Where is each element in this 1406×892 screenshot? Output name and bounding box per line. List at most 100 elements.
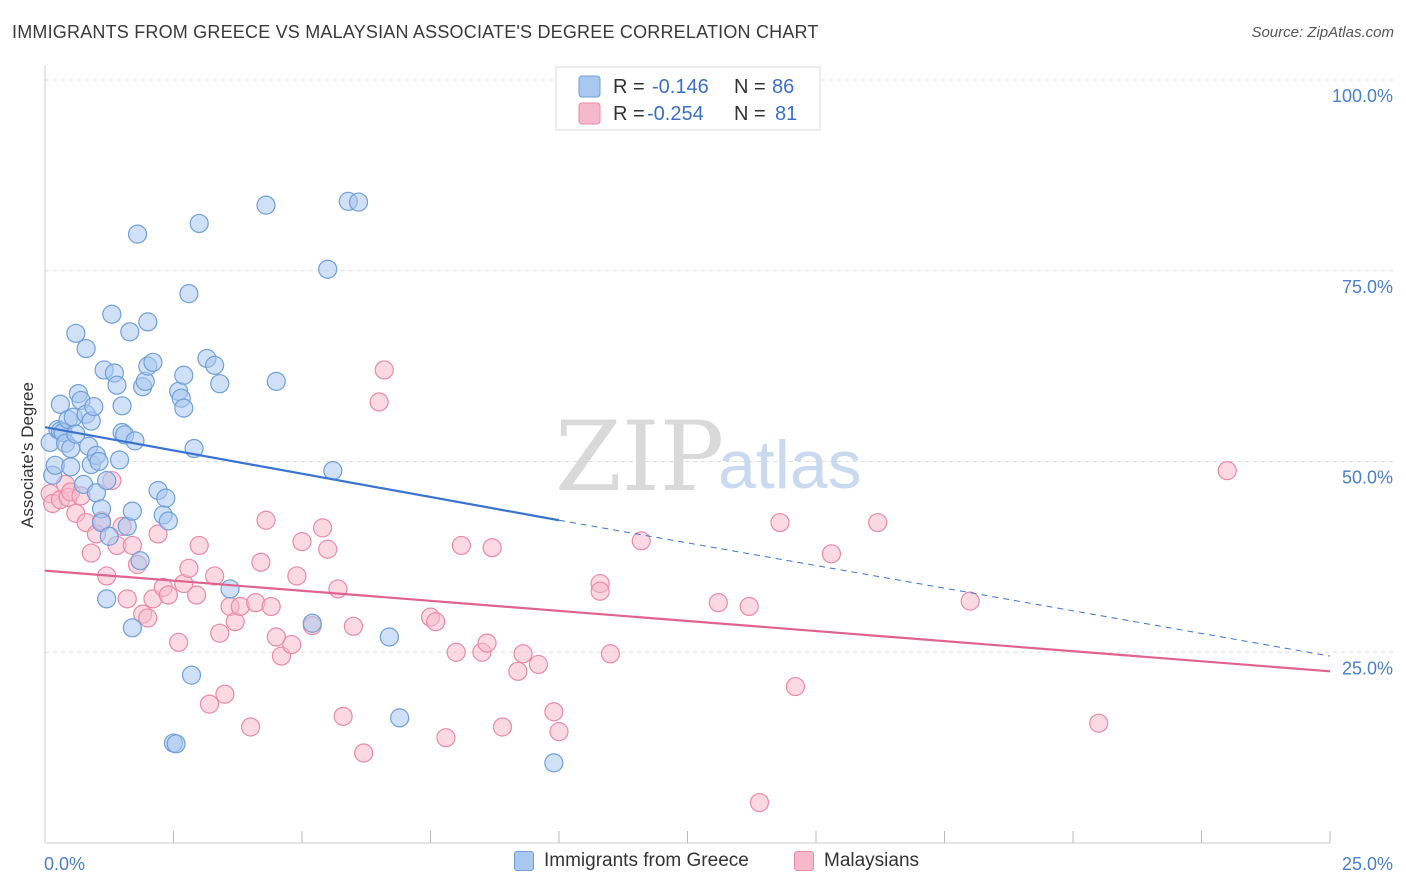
greece-point-32 — [102, 304, 122, 324]
x-tick-labels: 0.0% 25.0% — [44, 854, 1393, 874]
legend-r-value-greece: -0.146 — [652, 76, 709, 98]
malaysian-point-45 — [287, 566, 307, 586]
malaysian-point-17 — [122, 535, 142, 556]
malaysian-point-66 — [513, 644, 533, 664]
x-tick-label-min: 0.0% — [44, 854, 85, 874]
greece-point-36 — [112, 396, 132, 416]
malaysian-point-73 — [631, 531, 651, 551]
greece-point-75 — [348, 192, 369, 212]
greece-point-53 — [156, 488, 176, 508]
greece-point-22 — [84, 396, 104, 417]
malaysian-point-40 — [256, 510, 276, 530]
greece-point-30 — [97, 589, 117, 609]
malaysian-point-71 — [590, 581, 610, 601]
greece-point-76 — [379, 627, 399, 647]
malaysian-point-54 — [369, 392, 389, 412]
series-malaysians — [40, 360, 1237, 813]
greece-point-62 — [181, 665, 202, 685]
axes — [44, 66, 1331, 844]
malaysian-point-68 — [544, 702, 564, 722]
y-tick-label-3: 100.0% — [1332, 86, 1393, 106]
greece-point-4 — [50, 394, 71, 414]
greece-point-50 — [143, 352, 163, 372]
malaysian-point-80 — [868, 512, 888, 533]
malaysian-point-22 — [148, 524, 168, 544]
malaysian-point-29 — [189, 535, 209, 556]
malaysian-point-75 — [739, 596, 759, 617]
malaysian-point-51 — [333, 706, 353, 726]
greece-point-42 — [122, 501, 142, 521]
greece-point-35 — [109, 450, 130, 470]
legend-r-label-greece: R = — [613, 76, 645, 98]
greece-point-78 — [544, 753, 564, 773]
greece-point-64 — [189, 213, 209, 234]
malaysian-point-69 — [549, 722, 569, 742]
malaysian-point-44 — [282, 635, 302, 655]
y-tick-label-1: 50.0% — [1342, 468, 1393, 488]
legend-label-malaysians: Malaysians — [824, 850, 920, 871]
malaysian-point-53 — [354, 743, 374, 763]
malaysian-point-62 — [477, 633, 497, 653]
malaysian-point-60 — [451, 535, 471, 556]
malaysian-point-78 — [785, 676, 806, 697]
malaysian-point-67 — [528, 654, 549, 675]
watermark: ZIP atlas — [555, 401, 862, 513]
malaysian-point-59 — [446, 642, 466, 662]
malaysian-point-31 — [205, 566, 225, 586]
malaysian-point-77 — [770, 512, 790, 533]
legend-r-label-malaysians: R = — [613, 103, 645, 125]
malaysian-point-52 — [343, 616, 363, 636]
greece-point-72 — [318, 259, 338, 279]
malaysian-point-32 — [210, 623, 230, 643]
greece-point-44 — [127, 224, 148, 244]
legend-n-value-greece: 86 — [772, 76, 794, 98]
malaysian-point-24 — [158, 585, 178, 605]
malaysian-point-57 — [426, 612, 446, 632]
malaysian-point-39 — [251, 552, 271, 572]
malaysian-point-65 — [508, 661, 528, 681]
legend-bottom: Immigrants from Greece Malaysians — [0, 850, 1406, 880]
trend-line-greece-extension — [558, 519, 1331, 657]
malaysian-point-48 — [312, 518, 333, 538]
legend-n-value-malaysians: 81 — [775, 103, 797, 125]
y-tick-label-2: 75.0% — [1342, 277, 1393, 297]
greece-point-13 — [66, 323, 86, 343]
legend-swatch-malaysians-bottom — [794, 851, 814, 871]
malaysian-point-49 — [318, 539, 338, 559]
source-credit: Source: ZipAtlas.com — [1251, 24, 1394, 41]
legend-top: R = -0.146 N = 86 R = -0.254 N = 81 — [555, 66, 821, 131]
malaysian-point-72 — [600, 644, 621, 664]
greece-point-60 — [174, 365, 194, 385]
malaysian-point-20 — [138, 608, 158, 628]
greece-point-70 — [266, 371, 286, 391]
malaysian-point-82 — [1089, 713, 1109, 733]
legend-n-label-greece: N = — [734, 76, 766, 98]
greece-point-43 — [125, 431, 145, 451]
greece-point-10 — [61, 457, 81, 477]
malaysian-point-28 — [187, 585, 207, 605]
y-axis-title: Associate's Degree — [18, 382, 37, 528]
legend-item-malaysians: Malaysians — [794, 850, 919, 872]
greece-point-40 — [120, 322, 140, 342]
malaysian-point-55 — [374, 360, 394, 380]
series-greece — [40, 191, 564, 773]
trend-line-malaysians — [44, 569, 1331, 673]
greece-point-66 — [205, 355, 225, 375]
x-tick-label-max: 25.0% — [1342, 854, 1393, 874]
malaysian-point-76 — [749, 792, 770, 813]
malaysian-point-79 — [821, 544, 842, 564]
malaysian-point-41 — [261, 596, 281, 617]
greece-point-25 — [89, 451, 109, 472]
malaysian-point-9 — [81, 543, 101, 563]
greece-point-59 — [174, 398, 194, 418]
legend-swatch-greece-bottom — [514, 851, 534, 871]
greece-point-54 — [158, 511, 178, 531]
legend-swatch-malaysians — [578, 102, 601, 125]
chart-title: IMMIGRANTS FROM GREECE VS MALAYSIAN ASSO… — [12, 22, 819, 42]
malaysian-point-64 — [492, 717, 513, 737]
greece-point-69 — [256, 195, 276, 215]
legend-label-greece: Immigrants from Greece — [544, 850, 749, 871]
greece-point-49 — [138, 312, 158, 332]
malaysian-point-63 — [482, 538, 502, 558]
